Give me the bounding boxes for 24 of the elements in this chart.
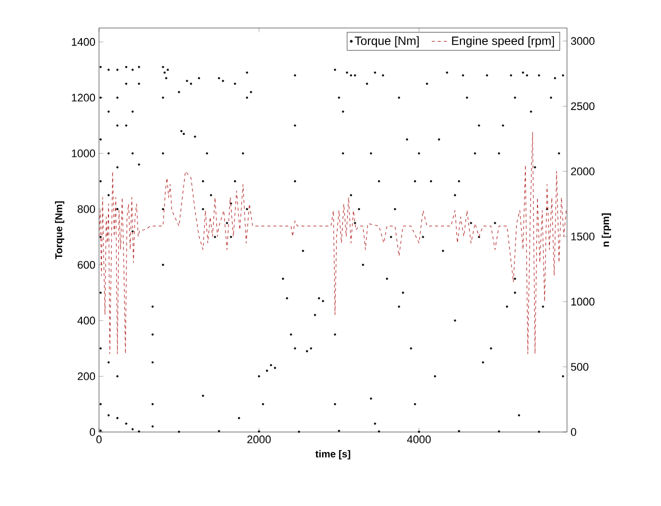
y-tick-label: 800 — [78, 205, 96, 213]
x-tick-label: 4000 — [407, 436, 431, 444]
y-tick-label: 0 — [90, 428, 96, 436]
y2-axis-title: n [rpm] — [602, 213, 612, 246]
line-series — [99, 132, 567, 354]
y-tick-label: 1000 — [72, 150, 96, 158]
y2-tick-label: 2000 — [571, 167, 594, 176]
y-tick-label: 200 — [78, 372, 96, 380]
y2-tick-label: 3000 — [570, 37, 594, 45]
x-axis-title: time [s] — [315, 450, 350, 460]
legend-label: Torque [Nm] — [354, 36, 419, 48]
legend-label: Engine speed [rpm] — [452, 36, 554, 48]
y-tick-label: 400 — [77, 316, 96, 324]
x-tick-label: 2000 — [247, 436, 271, 444]
y2-tick-label: 2500 — [571, 102, 594, 110]
y2-tick-label: 1500 — [571, 232, 594, 240]
y2-tick-label: 500 — [570, 362, 588, 371]
y2-tick-label: 1000 — [571, 298, 594, 306]
y-axis-title: Torque [Nm] — [54, 201, 64, 260]
y-tick-label: 1400 — [72, 38, 96, 46]
y-tick-label: 1200 — [72, 94, 96, 102]
x-tick-label: 0 — [96, 436, 102, 444]
y-tick-label: 600 — [78, 260, 96, 269]
y2-tick-label: 0 — [570, 428, 576, 436]
